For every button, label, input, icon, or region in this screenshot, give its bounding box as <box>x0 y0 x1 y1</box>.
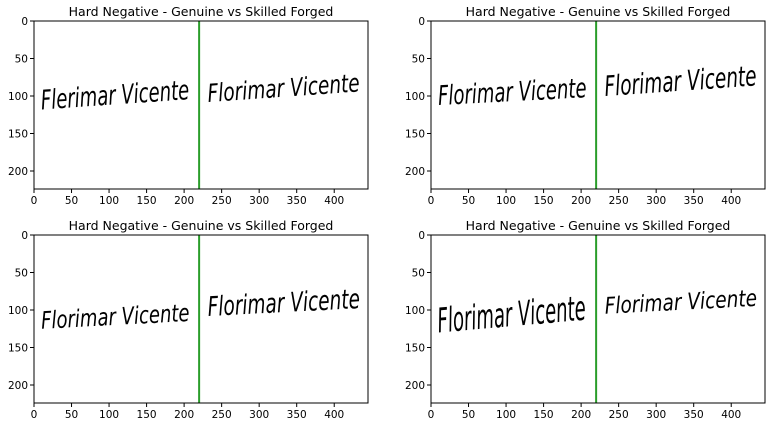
y-tick-label: 150 <box>8 129 28 141</box>
panel-title: Hard Negative - Genuine vs Skilled Forge… <box>466 4 731 19</box>
y-tick-label: 0 <box>21 230 28 242</box>
x-tick-label: 350 <box>684 409 704 421</box>
x-tick-label: 200 <box>174 409 194 421</box>
x-tick-label: 100 <box>496 195 516 207</box>
axes-frame <box>33 20 369 190</box>
panel-4: Hard Negative - Genuine vs Skilled Forge… <box>405 218 766 421</box>
y-tick-label: 50 <box>15 268 28 280</box>
forged-signature: Florimar Vicente <box>604 286 758 320</box>
x-tick-label: 300 <box>249 409 269 421</box>
x-tick-label: 150 <box>534 409 554 421</box>
y-tick-label: 200 <box>405 380 425 392</box>
image-area: Florimar Vicente Florimar Vicente <box>40 284 360 335</box>
x-tick-label: 150 <box>137 195 157 207</box>
x-tick-label: 250 <box>609 409 629 421</box>
x-tick-label: 300 <box>646 409 666 421</box>
x-tick-label: 50 <box>65 409 78 421</box>
axes-frame <box>430 20 766 190</box>
x-tick-label: 0 <box>31 195 38 207</box>
x-tick-label: 300 <box>646 195 666 207</box>
y-tick-label: 0 <box>418 230 425 242</box>
x-tick-label: 50 <box>462 409 475 421</box>
x-tick-label: 250 <box>609 195 629 207</box>
x-tick-label: 100 <box>496 409 516 421</box>
x-tick-label: 400 <box>324 195 344 207</box>
y-tick-label: 200 <box>8 166 28 178</box>
forged-signature: Florimar Vicente <box>207 68 361 108</box>
panel-3: Hard Negative - Genuine vs Skilled Forge… <box>8 218 369 421</box>
x-tick-label: 400 <box>324 409 344 421</box>
x-tick-label: 200 <box>571 409 591 421</box>
y-tick-label: 50 <box>412 268 425 280</box>
y-tick-label: 100 <box>8 305 28 317</box>
x-tick-label: 350 <box>287 195 307 207</box>
image-area: Flerimar Vicente Florimar Vicente <box>40 68 361 116</box>
y-tick-label: 150 <box>405 129 425 141</box>
x-tick-label: 150 <box>137 409 157 421</box>
panel-1: Hard Negative - Genuine vs Skilled Forge… <box>8 4 369 207</box>
y-tick-label: 0 <box>418 16 425 28</box>
x-tick-label: 50 <box>462 195 475 207</box>
x-tick-label: 350 <box>287 409 307 421</box>
x-tick-label: 0 <box>428 409 435 421</box>
forged-signature: Florimar Vicente <box>207 284 361 323</box>
y-tick-label: 200 <box>405 166 425 178</box>
y-tick-label: 50 <box>412 54 425 66</box>
x-tick-label: 200 <box>174 195 194 207</box>
x-tick-label: 100 <box>99 195 119 207</box>
x-tick-label: 250 <box>212 195 232 207</box>
y-tick-label: 200 <box>8 380 28 392</box>
y-tick-label: 0 <box>21 16 28 28</box>
image-area: Florimar Vicente Florimar Vicente <box>437 59 757 112</box>
x-tick-label: 150 <box>534 195 554 207</box>
y-tick-label: 100 <box>405 305 425 317</box>
panel-2: Hard Negative - Genuine vs Skilled Forge… <box>405 4 766 207</box>
x-tick-label: 300 <box>249 195 269 207</box>
y-tick-label: 150 <box>8 343 28 355</box>
y-tick-label: 100 <box>8 91 28 103</box>
x-tick-label: 50 <box>65 195 78 207</box>
y-tick-label: 150 <box>405 343 425 355</box>
panel-title: Hard Negative - Genuine vs Skilled Forge… <box>69 218 334 233</box>
axes-frame <box>430 234 766 404</box>
y-tick-label: 50 <box>15 54 28 66</box>
x-tick-label: 250 <box>212 409 232 421</box>
x-tick-label: 400 <box>721 195 741 207</box>
x-tick-label: 200 <box>571 195 591 207</box>
panel-title: Hard Negative - Genuine vs Skilled Forge… <box>466 218 731 233</box>
genuine-signature: Florimar Vicente <box>436 289 588 342</box>
x-tick-label: 0 <box>31 409 38 421</box>
axes-frame <box>33 234 369 404</box>
x-tick-label: 350 <box>684 195 704 207</box>
genuine-signature: Flerimar Vicente <box>40 75 190 116</box>
panel-title: Hard Negative - Genuine vs Skilled Forge… <box>69 4 334 19</box>
genuine-signature: Florimar Vicente <box>437 73 587 112</box>
x-tick-label: 100 <box>99 409 119 421</box>
y-tick-label: 100 <box>405 91 425 103</box>
forged-signature: Florimar Vicente <box>603 59 757 103</box>
genuine-signature: Florimar Vicente <box>40 299 190 335</box>
x-tick-label: 400 <box>721 409 741 421</box>
x-tick-label: 0 <box>428 195 435 207</box>
